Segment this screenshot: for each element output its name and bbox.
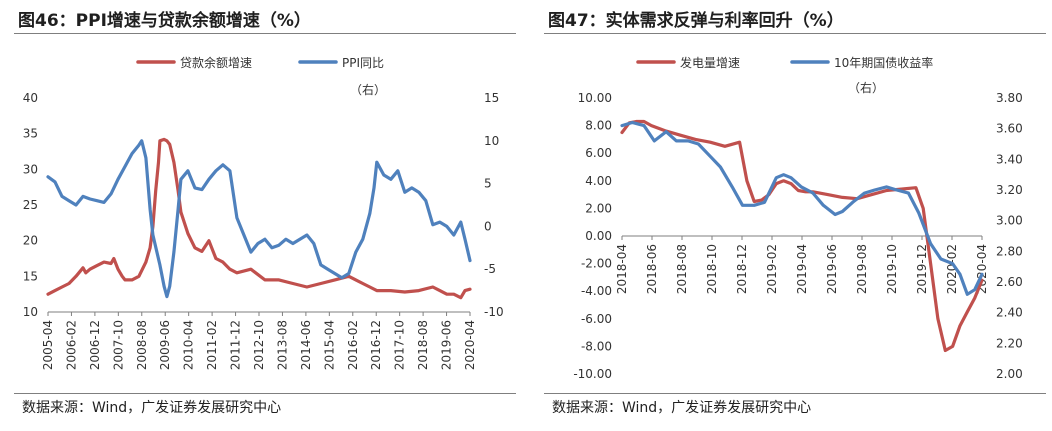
x-tick-label: 2019-04 bbox=[795, 244, 809, 294]
figure-46-title: 图46：PPI增速与贷款余额增速（%） bbox=[18, 11, 311, 31]
figure-47-title: 图47：实体需求反弹与利率回升（%） bbox=[548, 11, 844, 31]
left-tick-label: 30 bbox=[23, 162, 38, 176]
right-tick-label: 3.80 bbox=[996, 91, 1023, 105]
series-line-red bbox=[620, 119, 984, 353]
x-tick-label: 2017-10 bbox=[393, 320, 407, 370]
x-tick-label: 2009-06 bbox=[158, 320, 172, 370]
right-tick-label: 0 bbox=[484, 219, 492, 233]
left-tick-label: 40 bbox=[23, 91, 38, 105]
x-tick-label: 2018-10 bbox=[705, 244, 719, 294]
x-tick-label: 2018-06 bbox=[645, 244, 659, 294]
left-tick-label: 2.00 bbox=[585, 201, 612, 215]
x-tick-label: 2019-10 bbox=[885, 244, 899, 294]
right-axis-note: （右） bbox=[350, 82, 386, 97]
x-tick-label: 2011-02 bbox=[205, 320, 219, 370]
figure-46-title-rule bbox=[14, 33, 516, 34]
right-tick-label: 3.20 bbox=[996, 183, 1023, 197]
x-tick-label: 2006-12 bbox=[88, 320, 102, 370]
x-tick-label: 2008-08 bbox=[135, 320, 149, 370]
right-tick-label: 3.60 bbox=[996, 122, 1023, 136]
x-tick-label: 2018-04 bbox=[615, 244, 629, 294]
legend-label: 10年期国债收益率 bbox=[834, 55, 933, 70]
left-tick-label: -8.00 bbox=[581, 339, 612, 353]
right-axis-note: （右） bbox=[848, 80, 884, 95]
x-tick-label: 2014-06 bbox=[299, 320, 313, 370]
x-tick-label: 2020-04 bbox=[463, 320, 477, 370]
left-tick-label: 0.00 bbox=[585, 229, 612, 243]
figure-46-source-rule bbox=[14, 393, 516, 394]
right-tick-label: 2.00 bbox=[996, 367, 1023, 381]
right-tick-label: 2.40 bbox=[996, 306, 1023, 320]
left-tick-label: 35 bbox=[23, 127, 38, 141]
left-tick-label: 6.00 bbox=[585, 146, 612, 160]
right-tick-label: 3.00 bbox=[996, 214, 1023, 228]
left-tick-label: 20 bbox=[23, 234, 38, 248]
left-tick-label: 15 bbox=[23, 269, 38, 283]
left-tick-label: 10 bbox=[23, 305, 38, 319]
left-tick-label: 4.00 bbox=[585, 174, 612, 188]
left-tick-label: -4.00 bbox=[581, 284, 612, 298]
right-tick-label: 2.20 bbox=[996, 336, 1023, 350]
x-tick-label: 2011-12 bbox=[229, 320, 243, 370]
right-tick-label: -10 bbox=[484, 305, 504, 319]
right-tick-label: 5 bbox=[484, 177, 492, 191]
left-tick-label: 25 bbox=[23, 198, 38, 212]
legend-label: PPI同比 bbox=[342, 56, 384, 70]
x-tick-label: 2012-10 bbox=[252, 320, 266, 370]
x-tick-label: 2013-08 bbox=[275, 320, 289, 370]
right-tick-label: 3.40 bbox=[996, 152, 1023, 166]
x-tick-label: 2006-02 bbox=[64, 320, 78, 370]
figure-47-chart: -10.00 -8.00 -6.00 -4.00 -2.00 0.00 2.00 4.00 6.… bbox=[573, 55, 1023, 381]
legend-label: 贷款余额增速 bbox=[180, 55, 252, 70]
x-tick-label: 2016-02 bbox=[346, 320, 360, 370]
right-tick-label: 10 bbox=[484, 134, 499, 148]
x-tick-label: 2019-12 bbox=[915, 244, 929, 294]
figure-46-source: 数据来源：Wind，广发证券发展研究中心 bbox=[22, 400, 282, 416]
x-tick-label: 2018-12 bbox=[735, 244, 749, 294]
left-tick-label: 10.00 bbox=[578, 91, 612, 105]
left-tick-label: -10.00 bbox=[573, 367, 612, 381]
figure-46-panel: 图46：PPI增速与贷款余额增速（%） 10 15 20 25 30 35 40 -10 -5 0… bbox=[0, 0, 522, 431]
right-tick-label: 15 bbox=[484, 91, 499, 105]
left-tick-label: -6.00 bbox=[581, 312, 612, 326]
x-tick-label: 2007-10 bbox=[111, 320, 125, 370]
left-tick-label: -2.00 bbox=[581, 257, 612, 271]
x-tick-label: 2010-04 bbox=[182, 320, 196, 370]
series-line-blue bbox=[46, 139, 472, 299]
x-tick-label: 2018-08 bbox=[675, 244, 689, 294]
legend-label: 发电量增速 bbox=[680, 55, 740, 70]
x-tick-label: 2019-02 bbox=[765, 244, 779, 294]
left-tick-label: 8.00 bbox=[585, 119, 612, 133]
right-tick-label: 2.80 bbox=[996, 244, 1023, 258]
x-tick-label: 2019-06 bbox=[825, 244, 839, 294]
series-line-red bbox=[46, 137, 472, 300]
right-tick-label: -5 bbox=[484, 262, 496, 276]
x-tick-label: 2015-04 bbox=[322, 320, 336, 370]
x-tick-label: 2019-08 bbox=[855, 244, 869, 294]
x-tick-label: 2018-08 bbox=[416, 320, 430, 370]
figure-47-title-rule bbox=[544, 33, 1046, 34]
x-tick-label: 2016-12 bbox=[369, 320, 383, 370]
x-tick-label: 2005-04 bbox=[41, 320, 55, 370]
figure-47-panel: 图47：实体需求反弹与利率回升（%） -10.00 -8.00 -6.00 -4.00… bbox=[530, 0, 1052, 431]
figure-47-source-rule bbox=[544, 393, 1046, 394]
figure-46-chart: 10 15 20 25 30 35 40 -10 -5 0 5 10 15 2005-04 2006-02 2… bbox=[23, 55, 504, 370]
series-line-blue bbox=[620, 120, 984, 296]
right-tick-label: 2.60 bbox=[996, 275, 1023, 289]
x-tick-label: 2019-06 bbox=[440, 320, 454, 370]
figure-47-source: 数据来源：Wind，广发证券发展研究中心 bbox=[552, 400, 812, 416]
x-tick-label: 2020-02 bbox=[945, 244, 959, 294]
